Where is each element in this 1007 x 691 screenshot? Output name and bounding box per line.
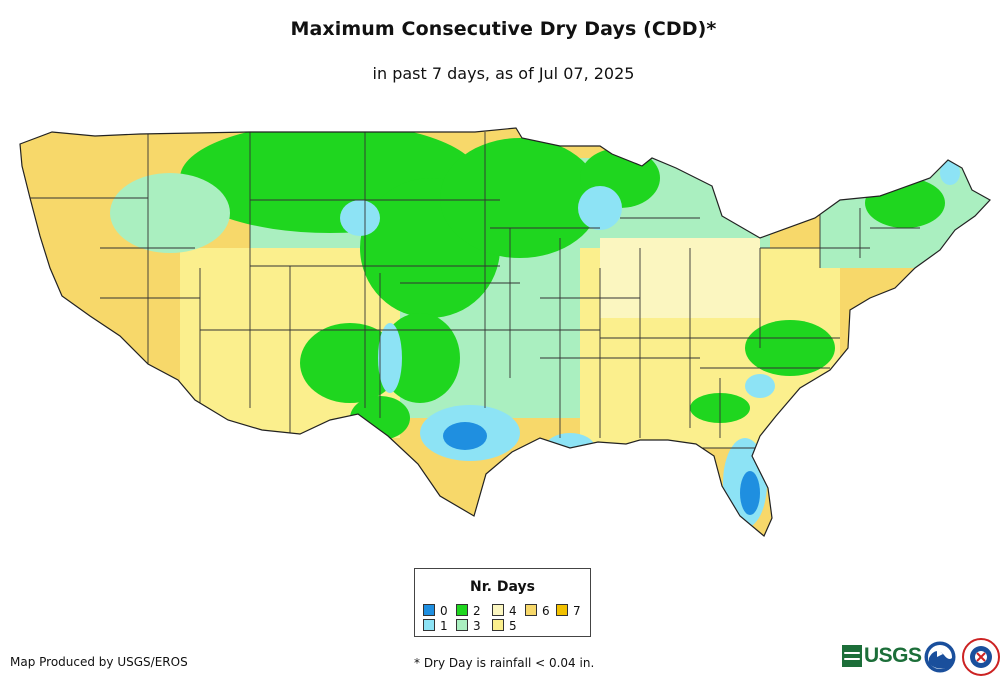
legend-swatch xyxy=(456,619,468,631)
us-outline xyxy=(19,127,991,537)
legend-swatch xyxy=(423,619,435,631)
legend-label: 1 xyxy=(440,619,448,633)
map-credit: Map Produced by USGS/EROS xyxy=(10,655,188,669)
nws-logo xyxy=(962,638,1000,676)
legend-label: 0 xyxy=(440,604,448,618)
legend-label: 6 xyxy=(542,604,550,618)
usgs-mark-icon xyxy=(842,645,862,667)
legend-label: 7 xyxy=(573,604,581,618)
legend-label: 3 xyxy=(473,619,481,633)
zero-day-zones xyxy=(443,422,760,515)
legend-item-0: 0 xyxy=(423,604,448,618)
legend-item-3: 3 xyxy=(456,619,481,633)
legend-item-4: 4 xyxy=(492,604,517,618)
state-boundaries xyxy=(30,132,920,449)
map-shading xyxy=(20,128,990,536)
legend-item-7: 7 xyxy=(556,604,581,618)
legend-label: 4 xyxy=(509,604,517,618)
legend-label: 5 xyxy=(509,619,517,633)
legend-swatch xyxy=(456,604,468,616)
legend-item-1: 1 xyxy=(423,619,448,633)
west-3day-zone xyxy=(110,173,230,253)
legend-item-2: 2 xyxy=(456,604,481,618)
legend-swatch xyxy=(525,604,537,616)
legend-swatch xyxy=(423,604,435,616)
legend-swatch xyxy=(556,604,568,616)
cdd-map xyxy=(19,127,991,537)
legend: Nr. Days 0 1 2 3 4 5 6 7 xyxy=(414,568,591,637)
legend-label: 2 xyxy=(473,604,481,618)
usgs-logo: USGS xyxy=(842,643,922,669)
legend-swatch xyxy=(492,619,504,631)
noaa-logo xyxy=(924,641,956,673)
dry-day-footnote: * Dry Day is rainfall < 0.04 in. xyxy=(414,656,595,670)
legend-title: Nr. Days xyxy=(470,579,535,595)
legend-swatch xyxy=(492,604,504,616)
map-title: Maximum Consecutive Dry Days (CDD)* xyxy=(290,18,717,40)
legend-item-6: 6 xyxy=(525,604,550,618)
midwest-4day-zone xyxy=(600,238,760,318)
legend-item-5: 5 xyxy=(492,619,517,633)
west-coast-6day-zone xyxy=(20,278,180,398)
usgs-logo-text: USGS xyxy=(864,644,922,667)
map-subtitle: in past 7 days, as of Jul 07, 2025 xyxy=(372,64,635,83)
